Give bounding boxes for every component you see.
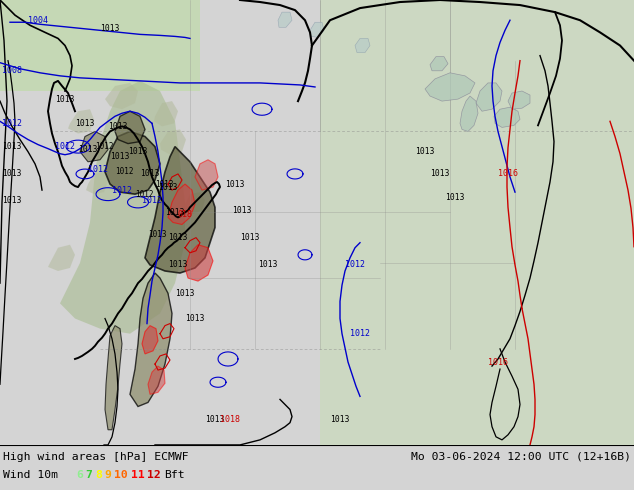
- Polygon shape: [184, 192, 205, 214]
- Text: 7: 7: [86, 470, 93, 480]
- Text: 1008: 1008: [2, 66, 22, 75]
- Text: 1013: 1013: [225, 179, 245, 189]
- Text: 1013: 1013: [445, 193, 465, 202]
- Text: 1013: 1013: [168, 260, 188, 270]
- Polygon shape: [430, 57, 448, 71]
- Text: 1013: 1013: [158, 183, 178, 192]
- Text: 1004: 1004: [28, 16, 48, 24]
- Text: 11: 11: [131, 470, 145, 480]
- Text: 1013: 1013: [232, 206, 252, 215]
- Text: 1012: 1012: [350, 329, 370, 338]
- Text: 1013: 1013: [240, 233, 259, 242]
- Polygon shape: [60, 81, 185, 334]
- Polygon shape: [86, 172, 108, 194]
- Text: 1013: 1013: [148, 230, 167, 239]
- Polygon shape: [278, 12, 292, 27]
- Text: Wind 10m: Wind 10m: [3, 470, 58, 480]
- Text: 1012: 1012: [88, 166, 108, 174]
- Text: 018: 018: [178, 210, 193, 219]
- Polygon shape: [160, 129, 186, 155]
- Text: 1013: 1013: [140, 170, 160, 178]
- Polygon shape: [148, 366, 165, 394]
- Text: 1016: 1016: [488, 358, 508, 367]
- Polygon shape: [168, 184, 195, 224]
- Text: Bft: Bft: [164, 470, 185, 480]
- Polygon shape: [105, 131, 160, 194]
- Text: 1013: 1013: [110, 152, 129, 161]
- Text: 1013: 1013: [165, 208, 184, 217]
- Text: 1013: 1013: [415, 147, 434, 156]
- Text: 1013: 1013: [2, 196, 22, 205]
- Polygon shape: [310, 22, 324, 37]
- Polygon shape: [105, 325, 122, 430]
- Text: 1013: 1013: [128, 147, 148, 156]
- Text: 1013: 1013: [55, 95, 75, 103]
- Text: High wind areas [hPa] ECMWF: High wind areas [hPa] ECMWF: [3, 452, 189, 462]
- Text: 1013: 1013: [2, 170, 22, 178]
- Text: 1012: 1012: [135, 190, 153, 198]
- Polygon shape: [425, 73, 475, 101]
- Text: 8: 8: [95, 470, 102, 480]
- Polygon shape: [355, 38, 370, 52]
- Polygon shape: [320, 0, 634, 445]
- Text: 1013: 1013: [330, 415, 349, 424]
- Polygon shape: [105, 83, 138, 109]
- Text: 1013: 1013: [155, 179, 174, 189]
- Text: 9: 9: [105, 470, 112, 480]
- Polygon shape: [48, 245, 75, 271]
- Polygon shape: [80, 131, 108, 162]
- Text: 6: 6: [76, 470, 83, 480]
- Text: 1012: 1012: [115, 168, 134, 176]
- Polygon shape: [0, 0, 200, 91]
- Polygon shape: [494, 107, 520, 127]
- Text: 1012: 1012: [55, 142, 75, 151]
- Text: 1013: 1013: [75, 119, 94, 128]
- Text: 1013: 1013: [100, 24, 119, 33]
- Text: 1013: 1013: [430, 170, 450, 178]
- Text: 1018: 1018: [220, 415, 240, 424]
- Text: 1013: 1013: [175, 289, 195, 298]
- Text: 10: 10: [114, 470, 127, 480]
- Polygon shape: [142, 325, 158, 354]
- Polygon shape: [115, 111, 145, 144]
- Text: 1012: 1012: [112, 186, 132, 195]
- Text: 1013: 1013: [78, 145, 98, 154]
- Text: 1013: 1013: [108, 122, 127, 131]
- Text: 12: 12: [147, 470, 161, 480]
- Polygon shape: [68, 109, 94, 133]
- Text: 1012: 1012: [2, 119, 22, 128]
- Polygon shape: [508, 91, 530, 109]
- Text: 1013: 1013: [185, 314, 205, 323]
- Text: 1013: 1013: [205, 415, 224, 424]
- Text: 1012: 1012: [142, 196, 162, 205]
- Polygon shape: [185, 245, 213, 281]
- Text: 1013: 1013: [2, 142, 22, 151]
- Text: 1012: 1012: [95, 142, 113, 151]
- Polygon shape: [460, 96, 478, 131]
- Polygon shape: [154, 101, 178, 126]
- Polygon shape: [476, 83, 502, 111]
- Polygon shape: [195, 160, 218, 190]
- Text: Mo 03-06-2024 12:00 UTC (12+16B): Mo 03-06-2024 12:00 UTC (12+16B): [411, 452, 631, 462]
- Text: 1012: 1012: [345, 260, 365, 270]
- Polygon shape: [130, 273, 172, 407]
- Text: 1013: 1013: [258, 260, 278, 270]
- Polygon shape: [145, 147, 215, 273]
- Text: 1013: 1013: [168, 233, 188, 242]
- Text: 1016: 1016: [498, 170, 518, 178]
